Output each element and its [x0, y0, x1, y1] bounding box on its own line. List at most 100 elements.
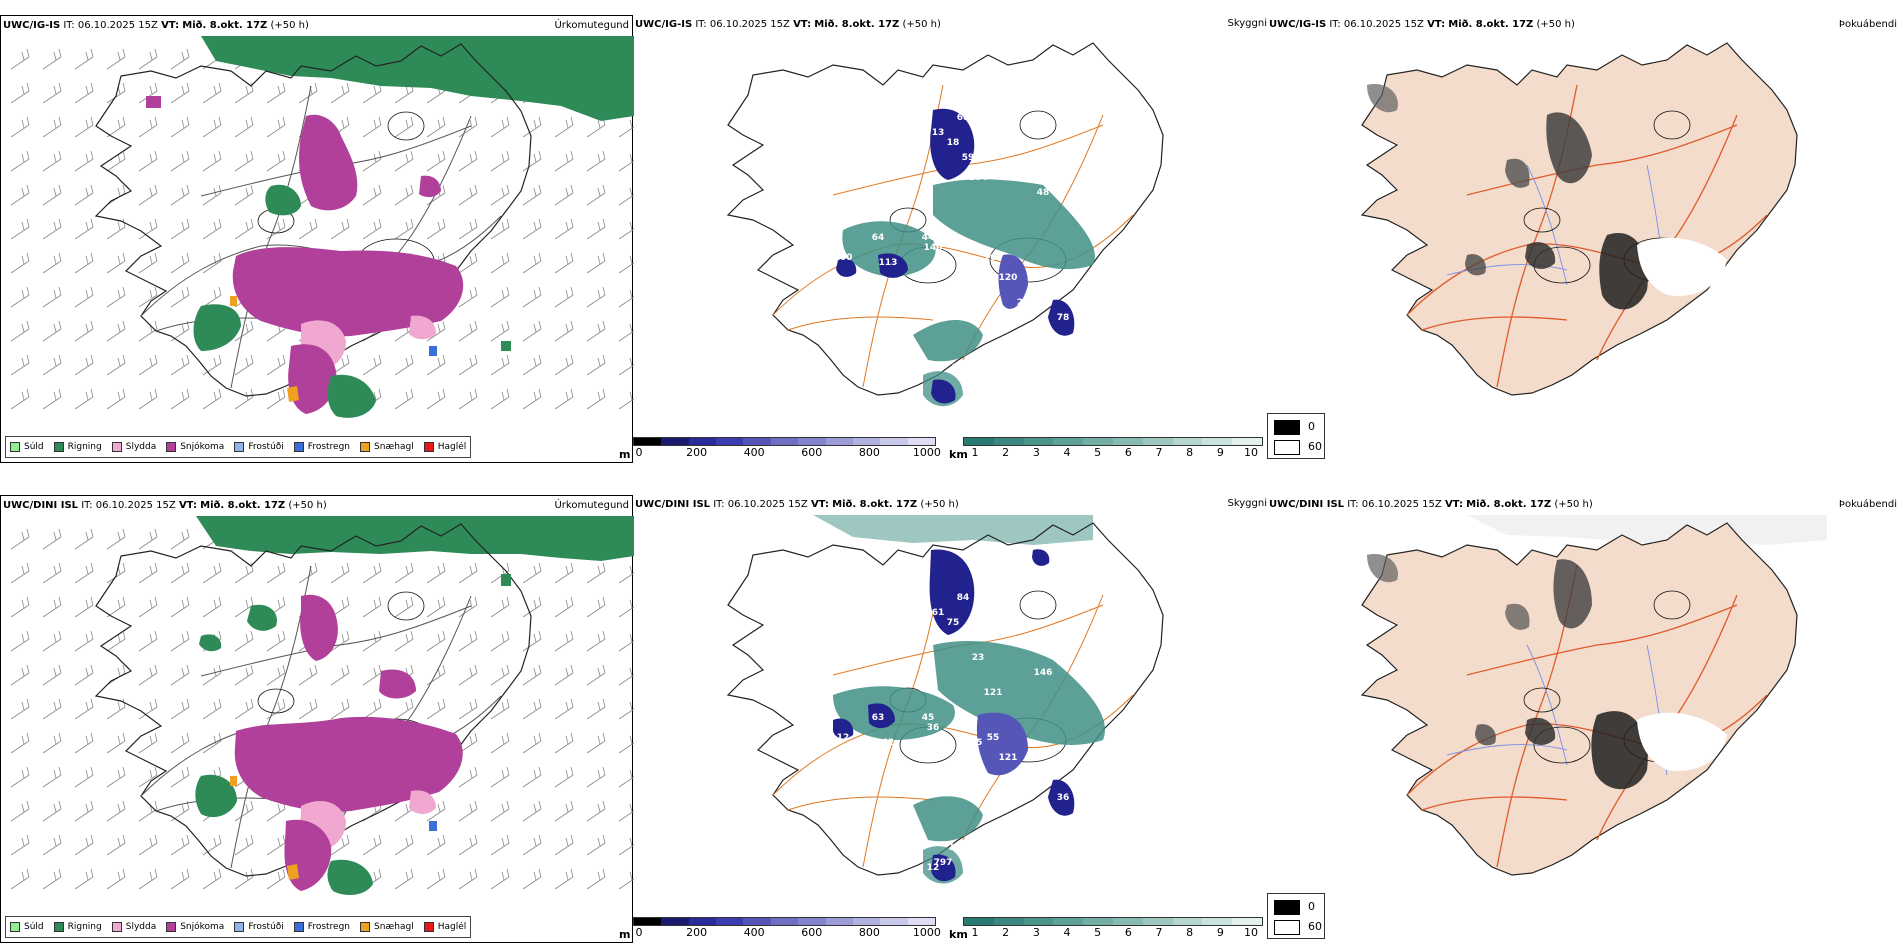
fog-legend-white-swatch — [1274, 920, 1300, 935]
iceland-outline — [1360, 42, 1798, 396]
color-step — [1023, 918, 1054, 925]
wind-barb — [10, 218, 30, 240]
wind-barb — [426, 698, 446, 720]
wind-barb — [458, 868, 478, 890]
visibility-value: 163 — [984, 253, 1003, 263]
legend-swatch — [360, 442, 371, 452]
wind-barb — [10, 868, 30, 890]
wind-barb — [74, 218, 94, 240]
wind-barb — [42, 834, 62, 856]
wind-barb — [586, 286, 606, 308]
legend-swatch — [423, 442, 434, 452]
legend-item-snæhagl: Snæhagl — [360, 922, 414, 932]
wind-barb — [266, 868, 286, 890]
wind-barb — [618, 255, 634, 274]
wind-barb — [330, 834, 350, 856]
wind-barb — [202, 150, 222, 172]
wind-barb — [138, 732, 158, 754]
wind-barb — [458, 116, 478, 138]
wind-barb — [458, 562, 478, 584]
wind-barb — [42, 252, 62, 274]
color-step — [743, 438, 771, 445]
wind-barb — [10, 732, 30, 754]
scale-tick-label: 0 — [635, 446, 643, 459]
wind-barb — [138, 218, 158, 240]
color-step — [1202, 918, 1233, 925]
legend-swatch — [423, 922, 434, 932]
wind-barb — [138, 630, 158, 652]
precip-map-row1 — [10, 36, 634, 418]
color-step — [1142, 918, 1173, 925]
wind-barb — [202, 354, 222, 376]
wind-barb — [490, 630, 510, 652]
wind-barb — [426, 834, 446, 856]
color-step — [907, 438, 935, 445]
it-value: 06.10.2025 15Z — [1361, 499, 1442, 510]
scale-tick-label: 800 — [858, 926, 880, 939]
wind-barb — [554, 184, 574, 206]
wind-barb — [362, 562, 382, 584]
wind-barb — [426, 320, 446, 342]
wind-barb — [138, 320, 158, 342]
color-step — [993, 438, 1024, 445]
header-row1-visibility: UWC/IG-IS IT: 06.10.2025 15Z VT: Mið. 8.… — [635, 19, 941, 30]
visibility-value: 18 — [947, 138, 960, 148]
wind-barb — [266, 562, 286, 584]
wind-barb — [74, 354, 94, 376]
legend-item-slydda: Slydda — [111, 922, 156, 932]
visibility-value: 84 — [957, 593, 970, 603]
lead-time: (+50 h) — [902, 19, 941, 30]
wind-barb — [74, 630, 94, 652]
visibility-value: 55 — [987, 733, 1000, 743]
visibility-value: 150 — [949, 843, 968, 853]
scale-tick-label: 600 — [801, 926, 823, 939]
visibility-areas — [836, 108, 1095, 407]
it-label: IT: — [713, 499, 725, 510]
wind-barb — [74, 150, 94, 172]
scale-unit: m — [619, 928, 631, 941]
visibility-value: 107 — [1044, 163, 1063, 173]
wind-barb — [10, 388, 30, 410]
precip-areas — [146, 96, 511, 418]
wind-barb — [426, 388, 446, 410]
wind-barb — [426, 630, 446, 652]
wind-barb — [490, 116, 510, 138]
wind-barb — [202, 596, 222, 618]
wind-barb — [42, 664, 62, 686]
wind-barb — [266, 834, 286, 856]
wind-barb — [42, 354, 62, 376]
wind-barb — [10, 562, 30, 584]
wind-barb — [458, 184, 478, 206]
scale-tick-label: 1 — [971, 446, 979, 459]
visibility-value: 95 — [962, 633, 975, 643]
wind-barb — [618, 871, 634, 890]
color-step — [964, 438, 994, 445]
header-row2-visibility: UWC/DINI ISL IT: 06.10.2025 15Z VT: Mið.… — [635, 499, 959, 510]
wind-barb — [74, 596, 94, 618]
glacier-contour — [1653, 590, 1691, 620]
scale-ticks: 1 2 3 4 5 6 7 8 9 10 — [963, 926, 1263, 940]
wind-barb — [458, 320, 478, 342]
wind-barb — [618, 119, 634, 138]
wind-barb — [522, 596, 542, 618]
visibility-value: 797 — [934, 858, 953, 868]
wind-barb — [554, 562, 574, 584]
scale-tick-label: 400 — [743, 446, 765, 459]
wind-barb — [458, 766, 478, 788]
visibility-value: 80 — [952, 363, 965, 373]
wind-barb — [202, 218, 222, 240]
wind-barb — [10, 834, 30, 856]
wind-barb — [74, 868, 94, 890]
wind-barb — [170, 834, 190, 856]
visibility-value: 36 — [927, 723, 940, 733]
wind-barb — [202, 252, 222, 274]
wind-barb — [394, 562, 414, 584]
wind-barb — [10, 664, 30, 686]
wind-barb — [586, 834, 606, 856]
scale-tick-label: 9 — [1216, 446, 1224, 459]
legend-item-snæhagl: Snæhagl — [360, 442, 414, 452]
wind-barb — [554, 218, 574, 240]
legend-label: Frostúði — [248, 922, 284, 932]
north-fog-haze — [1467, 515, 1827, 545]
legend-label: Súld — [24, 442, 44, 452]
